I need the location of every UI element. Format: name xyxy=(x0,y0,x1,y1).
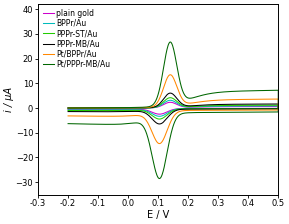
BPPr/Au xyxy=(122,107,126,109)
BPPr/Au xyxy=(266,107,269,110)
Line: Pt/PPPr-MB/Au: Pt/PPPr-MB/Au xyxy=(68,42,278,179)
PPPr-ST/Au xyxy=(66,107,70,109)
plain gold xyxy=(137,107,141,109)
PPPr-MB/Au xyxy=(66,107,70,109)
PPPr-MB/Au xyxy=(122,107,126,109)
Line: BPPr/Au: BPPr/Au xyxy=(68,100,278,116)
plain gold xyxy=(257,107,260,110)
plain gold xyxy=(122,107,126,109)
Pt/BPPr/Au xyxy=(249,98,253,101)
PPPr-ST/Au xyxy=(66,109,70,112)
X-axis label: E / V: E / V xyxy=(147,210,169,220)
Pt/BPPr/Au xyxy=(266,109,269,111)
Pt/PPPr-MB/Au xyxy=(137,106,141,109)
PPPr-ST/Au xyxy=(158,118,161,121)
PPPr-MB/Au xyxy=(266,108,269,110)
PPPr-ST/Au xyxy=(249,104,253,107)
BPPr/Au xyxy=(249,105,253,107)
BPPr/Au xyxy=(158,115,161,118)
BPPr/Au xyxy=(137,107,141,109)
PPPr-ST/Au xyxy=(137,107,141,109)
Pt/PPPr-MB/Au xyxy=(158,177,161,180)
Pt/PPPr-MB/Au xyxy=(266,111,269,113)
PPPr-MB/Au xyxy=(249,103,253,106)
PPPr-ST/Au xyxy=(257,107,260,110)
plain gold xyxy=(249,105,253,108)
Line: PPPr-MB/Au: PPPr-MB/Au xyxy=(68,93,278,124)
PPPr-MB/Au xyxy=(257,108,260,110)
PPPr-ST/Au xyxy=(122,107,126,109)
plain gold xyxy=(66,108,70,111)
Pt/PPPr-MB/Au xyxy=(208,92,212,95)
Pt/PPPr-MB/Au xyxy=(249,89,253,92)
Line: Pt/BPPr/Au: Pt/BPPr/Au xyxy=(68,75,278,144)
plain gold xyxy=(158,113,161,116)
PPPr-MB/Au xyxy=(66,110,70,113)
PPPr-ST/Au xyxy=(266,107,269,110)
Pt/BPPr/Au xyxy=(208,99,212,102)
BPPr/Au xyxy=(208,105,212,108)
Pt/PPPr-MB/Au xyxy=(168,41,172,43)
Pt/PPPr-MB/Au xyxy=(122,106,126,109)
PPPr-MB/Au xyxy=(168,92,172,95)
Pt/BPPr/Au xyxy=(158,142,161,145)
Pt/PPPr-MB/Au xyxy=(257,111,260,113)
Pt/BPPr/Au xyxy=(137,106,141,109)
Legend: plain gold, BPPr/Au, PPPr-ST/Au, PPPr-MB/Au, Pt/BPPr/Au, Pt/PPPr-MB/Au: plain gold, BPPr/Au, PPPr-ST/Au, PPPr-MB… xyxy=(42,8,111,69)
BPPr/Au xyxy=(168,99,172,102)
BPPr/Au xyxy=(257,107,260,110)
Pt/PPPr-MB/Au xyxy=(66,122,70,125)
PPPr-MB/Au xyxy=(137,107,141,109)
Line: PPPr-ST/Au: PPPr-ST/Au xyxy=(68,98,278,119)
Pt/PPPr-MB/Au xyxy=(66,107,70,109)
Y-axis label: i / μA: i / μA xyxy=(4,87,14,112)
BPPr/Au xyxy=(66,108,70,111)
PPPr-MB/Au xyxy=(208,103,212,106)
Line: plain gold: plain gold xyxy=(68,102,278,114)
plain gold xyxy=(266,107,269,110)
PPPr-MB/Au xyxy=(158,123,161,125)
BPPr/Au xyxy=(66,107,70,109)
plain gold xyxy=(208,106,212,108)
PPPr-ST/Au xyxy=(168,96,172,99)
PPPr-ST/Au xyxy=(208,104,212,107)
plain gold xyxy=(168,101,172,104)
Pt/BPPr/Au xyxy=(66,114,70,117)
Pt/BPPr/Au xyxy=(257,109,260,111)
Pt/BPPr/Au xyxy=(122,106,126,109)
plain gold xyxy=(66,107,70,109)
Pt/BPPr/Au xyxy=(66,107,70,109)
Pt/BPPr/Au xyxy=(168,73,172,76)
